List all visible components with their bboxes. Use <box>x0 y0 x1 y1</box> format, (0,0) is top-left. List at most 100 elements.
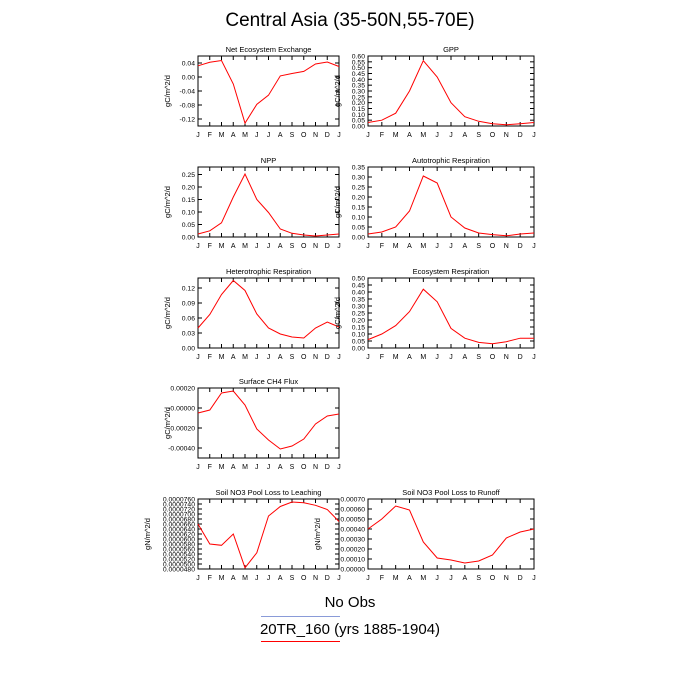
x-tick-label: A <box>231 132 236 139</box>
x-tick-label: J <box>366 132 370 139</box>
x-tick-label: J <box>267 243 271 250</box>
y-tick-label: 0.0000740 <box>163 502 195 509</box>
y-axis-label: gC/m^2/d <box>163 407 172 439</box>
x-tick-label: N <box>313 243 318 250</box>
x-tick-label: S <box>290 575 295 582</box>
x-tick-label: O <box>490 575 496 582</box>
x-tick-label: A <box>462 575 467 582</box>
x-tick-label: M <box>420 132 426 139</box>
figure-title: Central Asia (35-50N,55-70E) <box>225 10 475 31</box>
x-tick-label: N <box>504 575 509 582</box>
x-tick-label: J <box>337 575 341 582</box>
plot-frame <box>367 166 535 238</box>
y-tick-label: 0.10 <box>182 210 195 217</box>
y-tick-label: 0.20 <box>352 195 365 202</box>
x-tick-label: M <box>420 354 426 361</box>
y-tick-label: 0.0000700 <box>163 512 195 519</box>
x-tick-label: M <box>219 575 225 582</box>
x-tick-label: D <box>518 354 523 361</box>
y-tick-label: 0.00 <box>182 235 195 242</box>
x-tick-label: J <box>366 243 370 250</box>
y-tick-label: 0.00 <box>182 346 195 353</box>
series-line-heterotrophic-respiration <box>197 279 340 339</box>
x-tick-label: F <box>380 243 384 250</box>
x-tick-label: M <box>420 243 426 250</box>
y-tick-label: 0.0000760 <box>163 497 195 504</box>
y-axis-label: gC/m^2/d <box>333 186 342 218</box>
x-tick-label: N <box>313 464 318 471</box>
x-tick-label: M <box>393 132 399 139</box>
series-line-autotrophic-respiration <box>367 175 535 237</box>
x-tick-label: F <box>380 354 384 361</box>
y-tick-label: 0.60 <box>352 54 365 61</box>
x-tick-label: J <box>449 354 453 361</box>
x-tick-label: D <box>325 464 330 471</box>
x-tick-label: O <box>490 243 496 250</box>
chart-autotrophic-respiration: Autotrophic Respiration gC/m^2/d 0.00 0.05 0… <box>333 156 536 250</box>
legend-line-20tr <box>261 641 340 642</box>
y-tick-label: 0.09 <box>182 301 195 308</box>
x-tick-label: J <box>366 354 370 361</box>
chart-soil-no3-pool-loss-to-leaching: Soil NO3 Pool Loss to Leaching gN/m^2/d 0.… <box>143 488 341 582</box>
y-axis-label: gC/m^2/d <box>163 297 172 329</box>
x-tick-label: S <box>476 354 481 361</box>
x-tick-label: S <box>290 354 295 361</box>
plot-frame <box>367 498 535 570</box>
y-tick-label: 0.25 <box>182 172 195 179</box>
y-tick-label: 0.35 <box>352 297 365 304</box>
x-tick-label: O <box>301 132 307 139</box>
y-tick-label: 0.50 <box>352 65 365 72</box>
chart-title: NPP <box>261 156 276 165</box>
y-tick-label: -0.12 <box>180 117 196 124</box>
y-tick-label: -0.04 <box>180 89 196 96</box>
y-tick-label: -0.08 <box>180 103 196 110</box>
y-axis-label: gC/m^2/d <box>333 297 342 329</box>
series-line-net-ecosystem-exchange <box>197 59 340 125</box>
y-tick-label: 0.05 <box>352 118 365 125</box>
y-tick-label: 0.25 <box>352 185 365 192</box>
y-tick-label: 0.0000640 <box>163 527 195 534</box>
y-axis-label: gC/m^2/d <box>163 186 172 218</box>
legend-label-no-obs: No Obs <box>324 594 376 611</box>
x-tick-label: A <box>462 132 467 139</box>
chart-title: Heterotrophic Respiration <box>226 267 311 276</box>
x-tick-label: D <box>518 243 523 250</box>
chart-title: GPP <box>443 45 459 54</box>
y-tick-label: 0.45 <box>352 283 365 290</box>
x-tick-label: D <box>518 132 523 139</box>
x-tick-label: D <box>325 575 330 582</box>
x-tick-label: J <box>435 354 439 361</box>
y-tick-label: 0.20 <box>352 100 365 107</box>
x-tick-label: M <box>242 132 248 139</box>
y-tick-label: 0.20 <box>182 185 195 192</box>
x-tick-label: S <box>290 464 295 471</box>
y-tick-label: 0.00000 <box>340 567 365 574</box>
x-tick-label: J <box>449 575 453 582</box>
x-tick-label: J <box>337 132 341 139</box>
x-tick-label: A <box>278 575 283 582</box>
x-tick-label: O <box>490 354 496 361</box>
y-tick-label: 0.00 <box>182 75 195 82</box>
x-tick-label: M <box>393 354 399 361</box>
x-tick-label: J <box>255 132 259 139</box>
y-tick-label: 0.0000560 <box>163 547 195 554</box>
y-tick-label: 0.00050 <box>340 517 365 524</box>
x-tick-label: M <box>242 575 248 582</box>
y-tick-label: 0.00 <box>352 124 365 131</box>
x-tick-label: M <box>420 575 426 582</box>
x-tick-label: A <box>407 575 412 582</box>
y-tick-label: 0.10 <box>352 332 365 339</box>
y-tick-label: 0.0000720 <box>163 507 195 514</box>
y-tick-label: -0.00020 <box>168 426 195 433</box>
y-tick-label: 0.30 <box>352 89 365 96</box>
y-tick-label: 0.00 <box>352 346 365 353</box>
series-line-soil-no3-pool-loss-to-runoff <box>367 505 535 564</box>
y-tick-label: 0.15 <box>352 325 365 332</box>
y-tick-label: 0.20 <box>352 318 365 325</box>
y-axis-label: gN/m^2/d <box>143 518 152 550</box>
x-tick-label: J <box>435 243 439 250</box>
y-tick-label: 0.15 <box>352 106 365 113</box>
x-tick-label: M <box>242 354 248 361</box>
x-tick-label: N <box>504 243 509 250</box>
